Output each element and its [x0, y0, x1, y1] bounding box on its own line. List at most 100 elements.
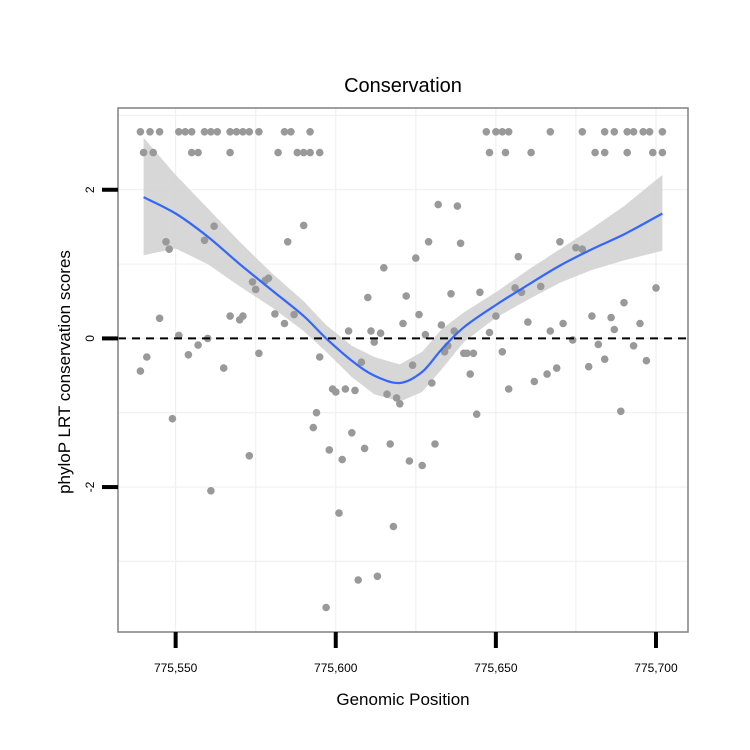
data-point-49 [143, 353, 151, 361]
data-point-16 [306, 128, 314, 136]
data-point-154 [629, 342, 638, 350]
y-tick-label-0: -2 [83, 481, 97, 492]
data-point-89 [354, 576, 363, 584]
data-point-104 [402, 292, 411, 300]
data-point-116 [440, 348, 449, 356]
data-point-71 [271, 310, 279, 318]
data-point-57 [200, 236, 209, 245]
data-point-95 [373, 572, 382, 581]
data-point-124 [466, 370, 475, 378]
data-point-34 [610, 128, 619, 136]
data-point-79 [322, 603, 330, 612]
data-point-98 [383, 390, 391, 399]
data-point-143 [568, 336, 577, 344]
confidence-band [143, 137, 663, 402]
data-point-47 [658, 148, 667, 157]
data-point-50 [155, 314, 164, 323]
data-point-43 [591, 148, 599, 157]
data-point-24 [299, 148, 308, 157]
data-point-90 [357, 358, 366, 367]
data-point-2 [155, 128, 164, 136]
data-point-53 [168, 414, 177, 423]
data-point-52 [165, 245, 173, 253]
data-point-94 [370, 338, 379, 346]
data-point-74 [290, 310, 298, 319]
x-axis: 775,550 775,600 775,650 775,700 [154, 632, 678, 675]
data-point-157 [652, 284, 660, 292]
chart-title: Conservation [344, 75, 462, 97]
data-point-103 [399, 319, 407, 328]
data-point-73 [283, 238, 292, 246]
data-point-125 [469, 349, 478, 358]
data-point-121 [456, 239, 465, 248]
y-tick-label-1: 0 [83, 335, 97, 342]
data-point-88 [351, 386, 359, 395]
data-point-105 [405, 457, 414, 465]
data-point-61 [219, 364, 228, 372]
data-point-28 [492, 128, 500, 136]
data-point-80 [325, 446, 334, 454]
data-point-106 [408, 361, 417, 370]
data-point-42 [527, 148, 535, 157]
data-point-30 [504, 128, 513, 136]
data-point-141 [556, 238, 564, 246]
data-point-51 [162, 238, 170, 246]
data-point-149 [600, 355, 609, 364]
data-point-99 [386, 440, 395, 448]
data-point-56 [194, 341, 202, 349]
data-point-151 [610, 325, 619, 334]
data-point-48 [136, 367, 145, 375]
data-point-21 [226, 148, 234, 157]
data-point-5 [187, 128, 196, 136]
data-point-129 [492, 312, 500, 320]
y-tick-label-2: 2 [83, 186, 97, 193]
data-point-82 [332, 388, 340, 396]
data-point-111 [424, 238, 433, 246]
data-point-78 [315, 353, 324, 361]
data-point-148 [594, 340, 603, 349]
data-point-32 [578, 128, 587, 136]
data-point-35 [623, 128, 631, 136]
data-point-31 [546, 128, 555, 136]
data-point-86 [344, 327, 353, 335]
data-point-25 [306, 148, 314, 157]
data-point-115 [437, 321, 446, 329]
data-point-10 [232, 128, 241, 136]
data-point-96 [376, 329, 385, 338]
data-point-68 [255, 349, 263, 358]
data-point-107 [412, 254, 420, 262]
data-point-137 [536, 282, 545, 291]
data-point-41 [501, 148, 510, 157]
data-point-8 [213, 128, 222, 136]
data-point-83 [335, 509, 343, 517]
data-point-36 [629, 128, 638, 136]
data-point-128 [485, 328, 494, 337]
data-point-64 [239, 312, 247, 320]
data-point-26 [315, 148, 324, 157]
smooth-line-layer [143, 196, 663, 385]
data-point-93 [367, 327, 375, 335]
data-point-12 [245, 128, 254, 136]
data-point-9 [226, 128, 234, 136]
data-point-152 [617, 407, 625, 416]
data-point-155 [636, 319, 644, 328]
data-point-123 [463, 349, 471, 358]
data-point-15 [287, 128, 295, 136]
data-point-156 [642, 356, 651, 365]
data-point-17 [139, 148, 148, 157]
data-point-144 [572, 243, 580, 252]
data-point-54 [175, 331, 183, 340]
x-tick-label-2: 775,650 [474, 661, 518, 675]
data-point-126 [472, 410, 481, 419]
data-point-19 [187, 148, 196, 157]
data-point-91 [360, 444, 369, 453]
data-point-18 [149, 148, 157, 157]
data-point-101 [392, 394, 401, 402]
data-point-102 [396, 400, 404, 408]
data-point-147 [588, 312, 596, 320]
data-point-6 [200, 128, 209, 136]
data-point-131 [504, 385, 513, 393]
data-point-97 [380, 264, 388, 272]
x-tick-label-0: 775,550 [154, 661, 198, 675]
